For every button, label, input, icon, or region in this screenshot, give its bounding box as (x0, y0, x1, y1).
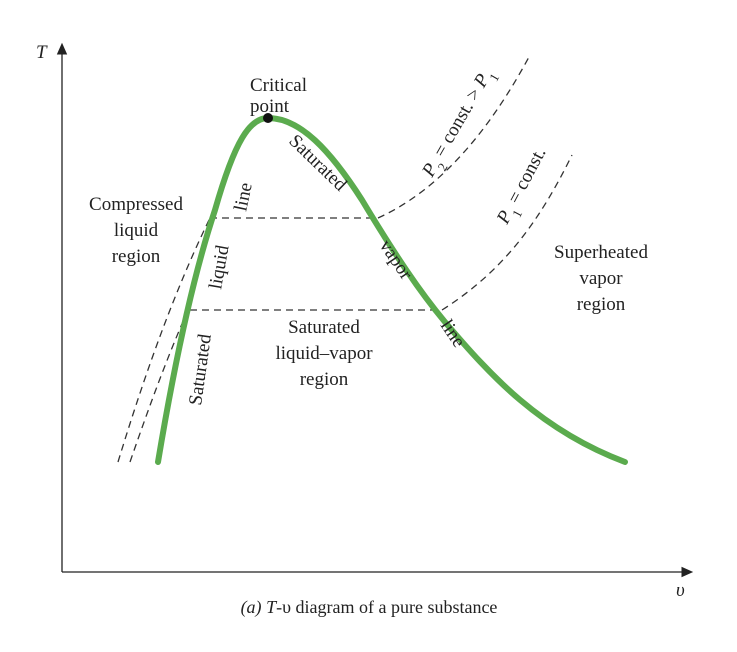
isobar-p1-label: P1 = const. (492, 144, 555, 231)
compressed-region-label-line3: region (112, 246, 161, 267)
compressed-region-label-line1: Compressed (89, 194, 183, 215)
two-phase-region-label-line3: region (300, 369, 349, 390)
y-axis-label: T (36, 42, 48, 63)
critical-point-label-line2: point (250, 96, 290, 117)
sat-liquid-label-saturated: Saturated (185, 332, 216, 406)
critical-point-label-line1: Critical (250, 75, 307, 96)
figure-caption: (a) T-υ diagram of a pure substance (241, 597, 498, 618)
superheated-region-label-line3: region (577, 294, 626, 315)
sat-liquid-label-liquid: liquid (205, 243, 233, 291)
two-phase-region-label-line1: Saturated (288, 317, 360, 338)
isobar-p2-liquid-segment (117, 217, 211, 463)
isobar-p2-label: P2 = const. > P1 (418, 65, 502, 184)
isobar-p1-vapor-segment (441, 154, 573, 311)
sat-liquid-label-line: line (230, 181, 256, 213)
superheated-region-label-line1: Superheated (554, 242, 648, 263)
saturation-curve (155, 114, 628, 465)
isobar-p1-liquid-segment (129, 309, 189, 463)
compressed-region-label-line2: liquid (114, 220, 159, 241)
two-phase-region-label-line2: liquid–vapor (275, 343, 373, 364)
x-axis-label: υ (676, 580, 685, 601)
isobar-p2-vapor-segment (377, 54, 531, 219)
superheated-region-label-line2: vapor (579, 268, 623, 289)
critical-point-marker (263, 113, 273, 123)
